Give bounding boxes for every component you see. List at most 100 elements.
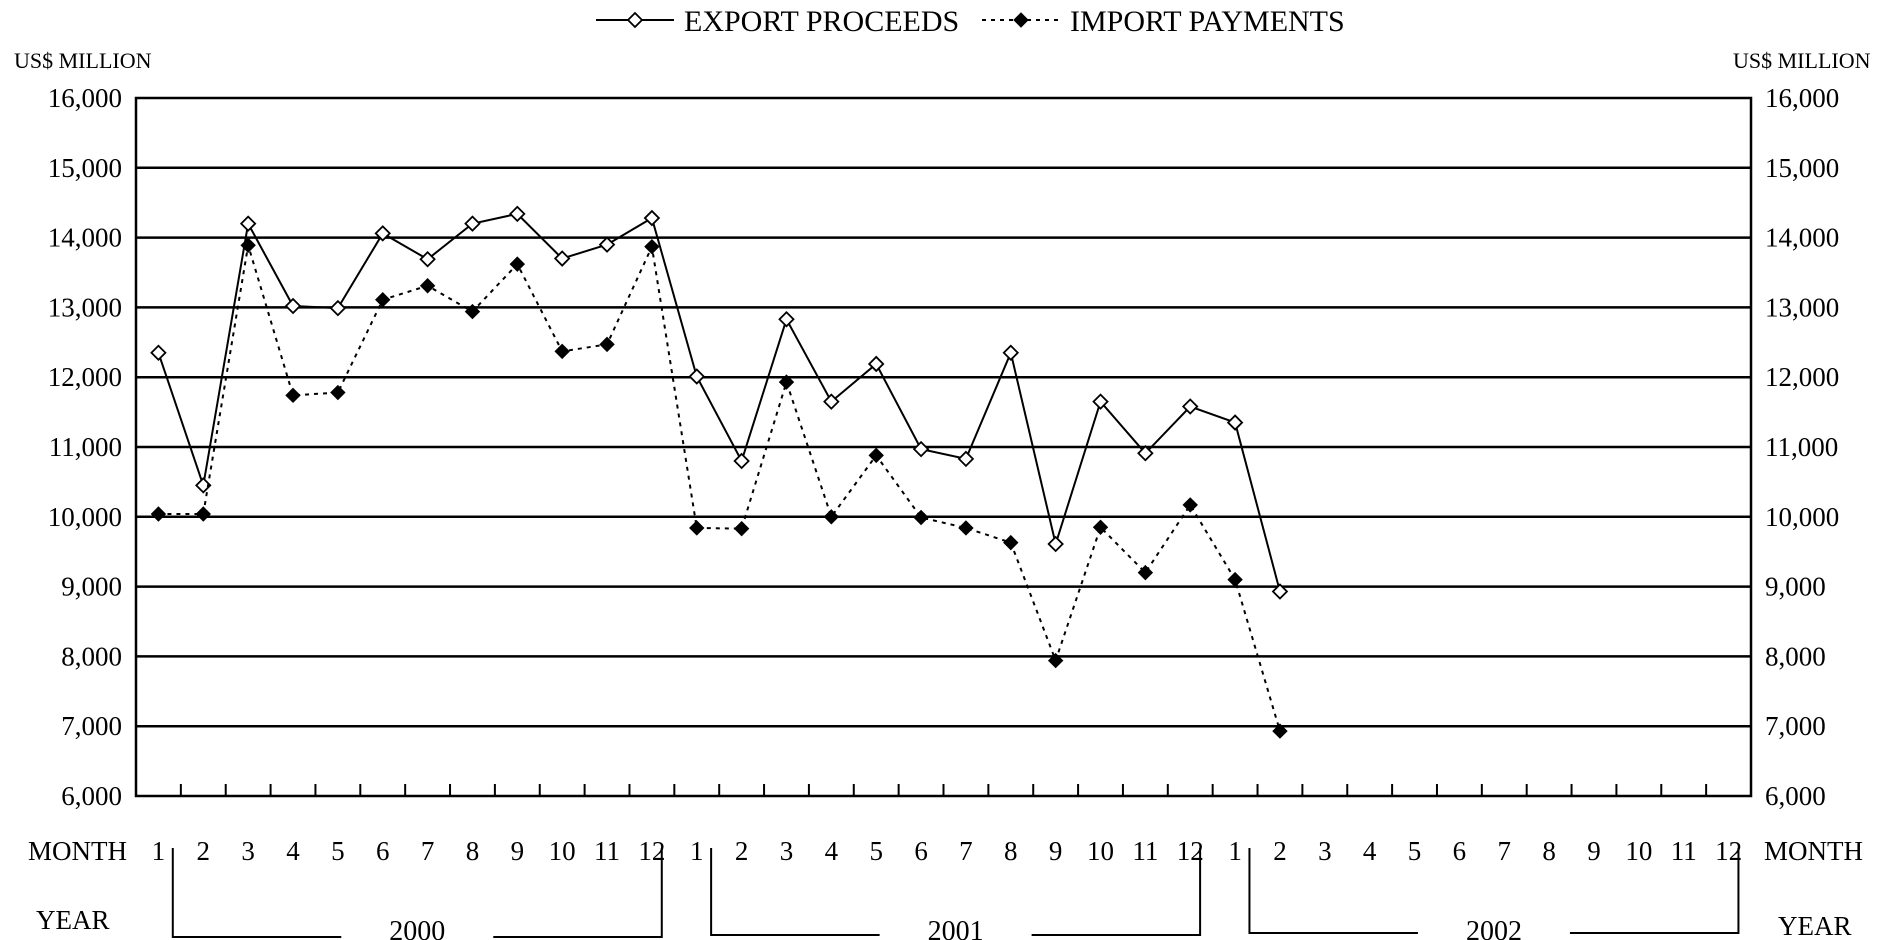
year-label: 2000	[389, 916, 445, 940]
y-axis-right: 6,000 7,000 8,000 9,000 10,000 11,000 12,000 13…	[1765, 83, 1839, 811]
import-payments-point	[554, 343, 570, 360]
y-tick-label-right: 9,000	[1765, 572, 1826, 602]
month-tick-label: 8	[1542, 836, 1556, 866]
export-proceeds-point	[912, 440, 930, 458]
month-tick-label: 10	[549, 836, 576, 866]
export-proceeds-point	[1271, 583, 1289, 600]
y-tick-label-left: 7,000	[61, 711, 122, 741]
y-axis-left: 6,000 7,000 8,000 9,000 10,000 11,000 12,000 13…	[48, 83, 122, 811]
y-tick-label-right: 13,000	[1765, 292, 1839, 322]
import-payments-point	[913, 509, 929, 526]
import-payments-point	[195, 506, 211, 522]
export-proceeds-point	[509, 205, 526, 223]
month-tick-label: 6	[914, 836, 928, 866]
y-tick-label-left: 10,000	[48, 502, 122, 532]
year-bracket-right	[493, 848, 663, 938]
month-tick-label: 3	[780, 836, 794, 866]
import-payments-point	[419, 278, 436, 294]
month-tick-label: 9	[1587, 836, 1601, 866]
y-tick-label-right: 16,000	[1765, 83, 1839, 113]
month-tick-label: 3	[1318, 836, 1332, 866]
y-tick-label-right: 15,000	[1765, 153, 1839, 183]
y-tick-label-left: 9,000	[61, 572, 122, 602]
series-import-payments	[150, 237, 1288, 739]
import-payments-point	[150, 506, 167, 522]
y-tick-label-right: 12,000	[1765, 362, 1839, 392]
export-proceeds-point	[778, 310, 795, 328]
month-tick-label: 3	[241, 836, 255, 866]
month-tick-label: 6	[1453, 836, 1467, 866]
y-tick-label-right: 7,000	[1765, 711, 1826, 741]
y-tick-label-left: 12,000	[48, 362, 122, 392]
import-payments-point	[1227, 571, 1243, 588]
y-tick-label-left: 15,000	[48, 153, 122, 183]
series	[150, 205, 1289, 739]
import-payments-point	[509, 256, 526, 272]
year-label-left: YEAR	[36, 905, 110, 935]
export-proceeds-point	[374, 225, 392, 242]
export-proceeds-point	[150, 344, 167, 362]
export-proceeds-point	[957, 450, 975, 468]
month-tick-label: 7	[959, 836, 973, 866]
export-proceeds-point	[1137, 445, 1154, 462]
export-proceeds-point	[1181, 398, 1199, 415]
y-tick-label-right: 8,000	[1765, 641, 1826, 671]
month-tick-label: 4	[286, 836, 300, 866]
import-payments-point	[1272, 723, 1288, 739]
export-proceeds-point	[553, 250, 571, 267]
import-payments-point	[778, 374, 795, 390]
x-axis-months: 1 2 3 4 5 6 7 8 9 10 11 12 1 2 3 4 5 6 7 8 9 10 11 12 1 2 3 4 5 6 7 8 9 1…	[152, 836, 1742, 866]
y-axis-unit-right: US$ MILLION	[1733, 48, 1871, 73]
export-proceeds-point	[195, 477, 212, 494]
import-payments-point	[644, 238, 660, 255]
y-tick-label-right: 10,000	[1765, 502, 1839, 532]
year-label: 2002	[1466, 916, 1522, 940]
export-proceeds-point	[464, 215, 481, 232]
y-tick-label-left: 16,000	[48, 83, 122, 113]
year-brackets: 2000 2001 2002	[171, 848, 1740, 940]
export-proceeds-point	[598, 236, 616, 253]
export-proceeds-line	[157, 212, 1281, 592]
export-proceeds-point	[688, 368, 706, 385]
gridlines	[136, 166, 1751, 728]
y-tick-label-left: 11,000	[49, 432, 122, 462]
month-tick-label: 5	[1408, 836, 1422, 866]
series-export-proceeds	[150, 205, 1289, 600]
month-tick-label: 9	[1049, 836, 1063, 866]
x-axis-ticks	[179, 784, 1708, 796]
import-payments-point	[1137, 564, 1154, 581]
import-payments-point	[1092, 519, 1109, 535]
month-tick-label: 1	[1228, 836, 1242, 866]
import-payments-point	[868, 447, 884, 464]
y-tick-label-left: 6,000	[61, 781, 122, 811]
year-bracket-right	[1569, 848, 1740, 934]
month-tick-label: 11	[1671, 836, 1697, 866]
import-payments-point	[823, 509, 840, 525]
import-payments-point	[1003, 534, 1019, 551]
legend-import-label: IMPORT PAYMENTS	[1070, 5, 1345, 38]
export-proceeds-point	[733, 452, 750, 470]
import-payments-point	[1047, 652, 1064, 669]
y-tick-label-left: 8,000	[61, 641, 122, 671]
month-label-left: MONTH	[28, 836, 127, 866]
month-tick-label: 1	[690, 836, 704, 866]
y-tick-label-right: 6,000	[1765, 781, 1826, 811]
export-proceeds-point	[1002, 344, 1020, 362]
export-proceeds-point	[329, 299, 347, 317]
month-tick-label: 4	[1363, 836, 1377, 866]
month-tick-label: 8	[1004, 836, 1018, 866]
export-proceeds-point	[284, 297, 302, 315]
month-tick-label: 4	[825, 836, 839, 866]
legend-export-marker	[626, 11, 644, 29]
import-payments-point	[285, 387, 301, 404]
legend-export-label: EXPORT PROCEEDS	[684, 5, 959, 38]
export-proceeds-point	[643, 209, 661, 227]
year-label: 2001	[928, 916, 984, 940]
y-tick-label-left: 14,000	[48, 223, 122, 253]
month-tick-label: 11	[594, 836, 620, 866]
year-bracket-left	[171, 848, 342, 938]
year-bracket-left	[1248, 848, 1418, 934]
month-tick-label: 5	[331, 836, 345, 866]
export-proceeds-point	[823, 393, 840, 410]
legend-import-marker	[1013, 12, 1029, 28]
